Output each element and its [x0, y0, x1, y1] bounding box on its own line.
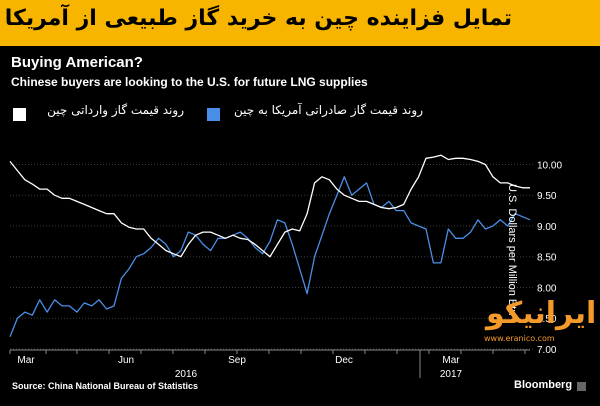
legend-swatch-import	[13, 108, 26, 121]
y-tick-label: 10.00	[537, 160, 562, 171]
y-tick-label: 7.50	[537, 314, 557, 325]
chart-title: Buying American?	[11, 54, 143, 71]
x-tick-label: Jun	[118, 355, 134, 366]
source-note: Source: China National Bureau of Statist…	[12, 381, 199, 391]
x-tick-label: Dec	[335, 355, 353, 366]
y-tick-label: 9.50	[537, 191, 557, 202]
y-tick-label: 8.00	[537, 283, 557, 294]
x-tick-label: Mar	[442, 355, 460, 366]
x-tick-label: Mar	[17, 355, 35, 366]
y-tick-label: 7.00	[537, 345, 557, 356]
x-year-label: 2017	[440, 369, 463, 380]
bloomberg-icon	[577, 382, 586, 391]
x-year-label: 2016	[175, 369, 198, 380]
brand-label: Bloomberg	[514, 379, 573, 391]
series-line-export	[9, 176, 531, 337]
series-line-import	[9, 154, 530, 258]
watermark-url: www.eranico.com	[484, 334, 555, 343]
watermark-logo: ایرانیکو	[486, 296, 597, 331]
banner-title: تمایل فزاینده چین به خرید گاز طبیعی از آ…	[4, 6, 512, 31]
x-tick-label: Sep	[228, 355, 246, 366]
y-tick-label: 8.50	[537, 253, 557, 264]
title-banner: تمایل فزاینده چین به خرید گاز طبیعی از آ…	[0, 0, 600, 46]
legend-swatch-export	[207, 108, 220, 121]
legend-label-import: روند قیمت گاز وارداتی چین	[47, 103, 184, 117]
y-tick-label: 9.00	[537, 222, 557, 233]
chart-subtitle: Chinese buyers are looking to the U.S. f…	[11, 75, 368, 89]
legend-label-export: روند قیمت گاز صادراتی آمریکا به چین	[234, 103, 423, 117]
